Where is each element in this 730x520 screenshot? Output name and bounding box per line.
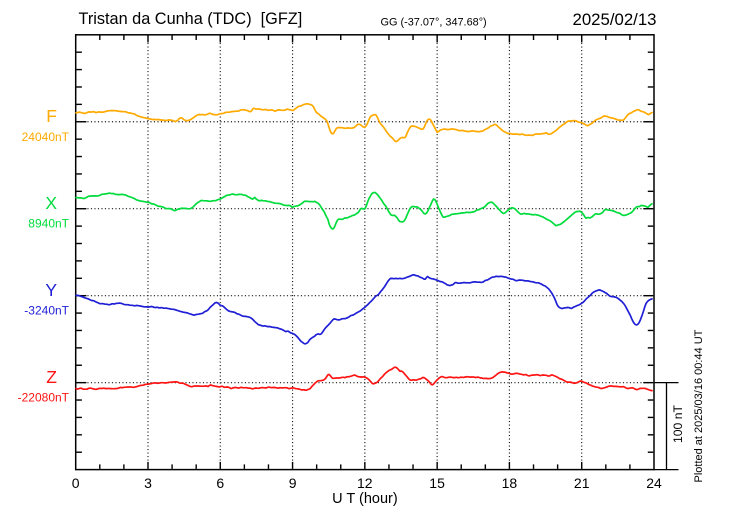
svg-text:F: F — [46, 106, 57, 126]
svg-text:3: 3 — [144, 475, 152, 491]
svg-text:Z: Z — [46, 367, 57, 387]
svg-text:U T (hour): U T (hour) — [332, 491, 398, 507]
svg-text:GG (-37.07°, 347.68°): GG (-37.07°, 347.68°) — [381, 16, 487, 28]
svg-text:8940nT: 8940nT — [28, 217, 69, 231]
svg-text:Y: Y — [45, 280, 57, 300]
svg-text:X: X — [45, 193, 57, 213]
svg-text:18: 18 — [502, 475, 518, 491]
svg-text:2025/02/13: 2025/02/13 — [573, 10, 657, 29]
svg-text:9: 9 — [289, 475, 297, 491]
svg-text:12: 12 — [357, 475, 373, 491]
svg-text:0: 0 — [72, 475, 80, 491]
svg-text:Tristan da Cunha (TDC) [GFZ]: Tristan da Cunha (TDC) [GFZ] — [79, 10, 303, 28]
svg-text:24: 24 — [646, 475, 662, 491]
svg-text:6: 6 — [216, 475, 224, 491]
svg-text:24040nT: 24040nT — [22, 130, 70, 144]
svg-text:100 nT: 100 nT — [671, 405, 685, 443]
svg-text:21: 21 — [574, 475, 590, 491]
svg-text:Plotted at 2025/03/16 00:44 UT: Plotted at 2025/03/16 00:44 UT — [693, 329, 705, 482]
svg-text:-3240nT: -3240nT — [24, 304, 69, 318]
svg-text:15: 15 — [429, 475, 445, 491]
svg-text:-22080nT: -22080nT — [18, 391, 70, 405]
